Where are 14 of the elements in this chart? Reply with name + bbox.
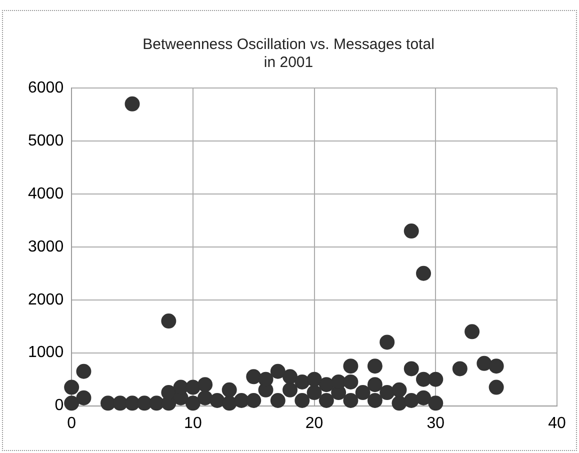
x-tick-label: 40 — [548, 414, 566, 432]
x-tick-label: 30 — [426, 414, 445, 432]
text: Betweenness Oscillation vs. Messages total — [142, 36, 434, 54]
text: in 2001 — [264, 54, 314, 72]
y-tick-label: 4000 — [28, 185, 64, 202]
y-tick-label: 3000 — [28, 238, 64, 256]
y-tick-label: 0 — [54, 397, 64, 414]
y-tick-label: 6000 — [28, 79, 64, 96]
x-tick-label: 10 — [184, 414, 202, 432]
x-tick-label: 20 — [305, 414, 324, 432]
y-tick-label: 1000 — [28, 344, 64, 362]
x-tick-label: 0 — [67, 414, 76, 432]
y-tick-label: 2000 — [28, 291, 64, 308]
y-tick-label: 5000 — [28, 132, 64, 150]
